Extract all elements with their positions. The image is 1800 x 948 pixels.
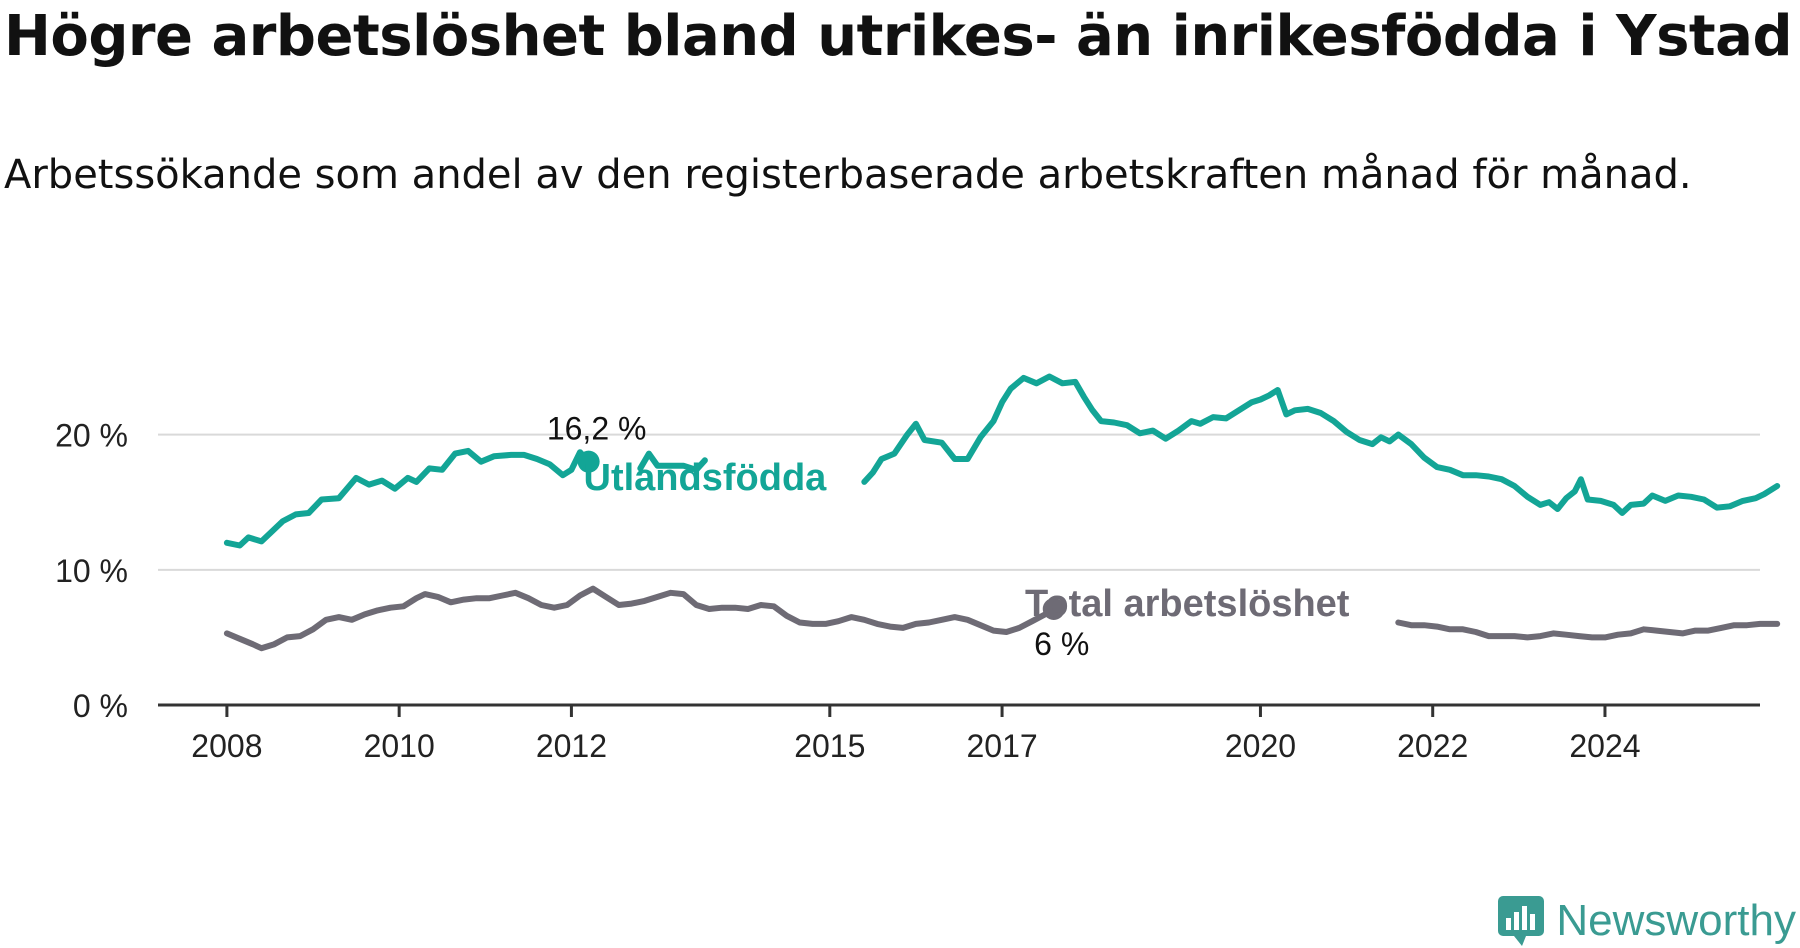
x-tick-label: 2015 xyxy=(794,728,865,764)
y-tick-label: 20 % xyxy=(55,418,128,454)
end-value-label-total: 6 % xyxy=(1034,626,1089,662)
series-labels: 16,2 % 6 % Utlandsfödda Total arbetslöshet xyxy=(547,411,1350,662)
newsworthy-logo-icon xyxy=(1498,896,1545,946)
x-tick-label: 2012 xyxy=(536,728,607,764)
series-line-foreign-2 xyxy=(861,373,1781,516)
y-tick-label: 10 % xyxy=(55,553,128,589)
series-line-foreign-0 xyxy=(223,447,592,549)
x-tick-label: 2008 xyxy=(191,728,262,764)
end-point-foreign xyxy=(577,450,600,473)
brand-logo: Newsworthy xyxy=(1496,894,1796,948)
series-line-total-3 xyxy=(223,585,1057,652)
series-line-foreign-1 xyxy=(637,450,708,473)
y-axis-ticks: 0 % 10 % 20 % xyxy=(55,418,128,724)
y-tick-label: 0 % xyxy=(73,688,128,724)
series-line-total-4 xyxy=(1395,619,1781,641)
x-tick-label: 2022 xyxy=(1397,728,1468,764)
x-tick-label: 2024 xyxy=(1569,728,1640,764)
x-axis-ticks: 2008 2010 2012 2015 2017 2020 2022 2024 xyxy=(191,705,1641,764)
x-tick-label: 2010 xyxy=(364,728,435,764)
end-point-total xyxy=(1042,598,1065,621)
series-name-label-foreign: Utlandsfödda xyxy=(584,457,828,499)
line-chart: 0 % 10 % 20 % 2008 2010 2012 2015 2017 2020 2022… xyxy=(55,373,1781,764)
grid-lines xyxy=(158,433,1760,707)
series-name-label-total: Total arbetslöshet xyxy=(1025,583,1350,625)
chart-subtitle: Arbetssökande som andel av den registerb… xyxy=(4,152,1692,198)
x-tick-label: 2020 xyxy=(1225,728,1296,764)
series-lines xyxy=(223,373,1781,652)
brand-name: Newsworthy xyxy=(1556,896,1796,945)
x-tick-label: 2017 xyxy=(966,728,1037,764)
chart-title: Högre arbetslöshet bland utrikes- än inr… xyxy=(4,4,1793,69)
end-value-label-foreign: 16,2 % xyxy=(547,411,647,447)
